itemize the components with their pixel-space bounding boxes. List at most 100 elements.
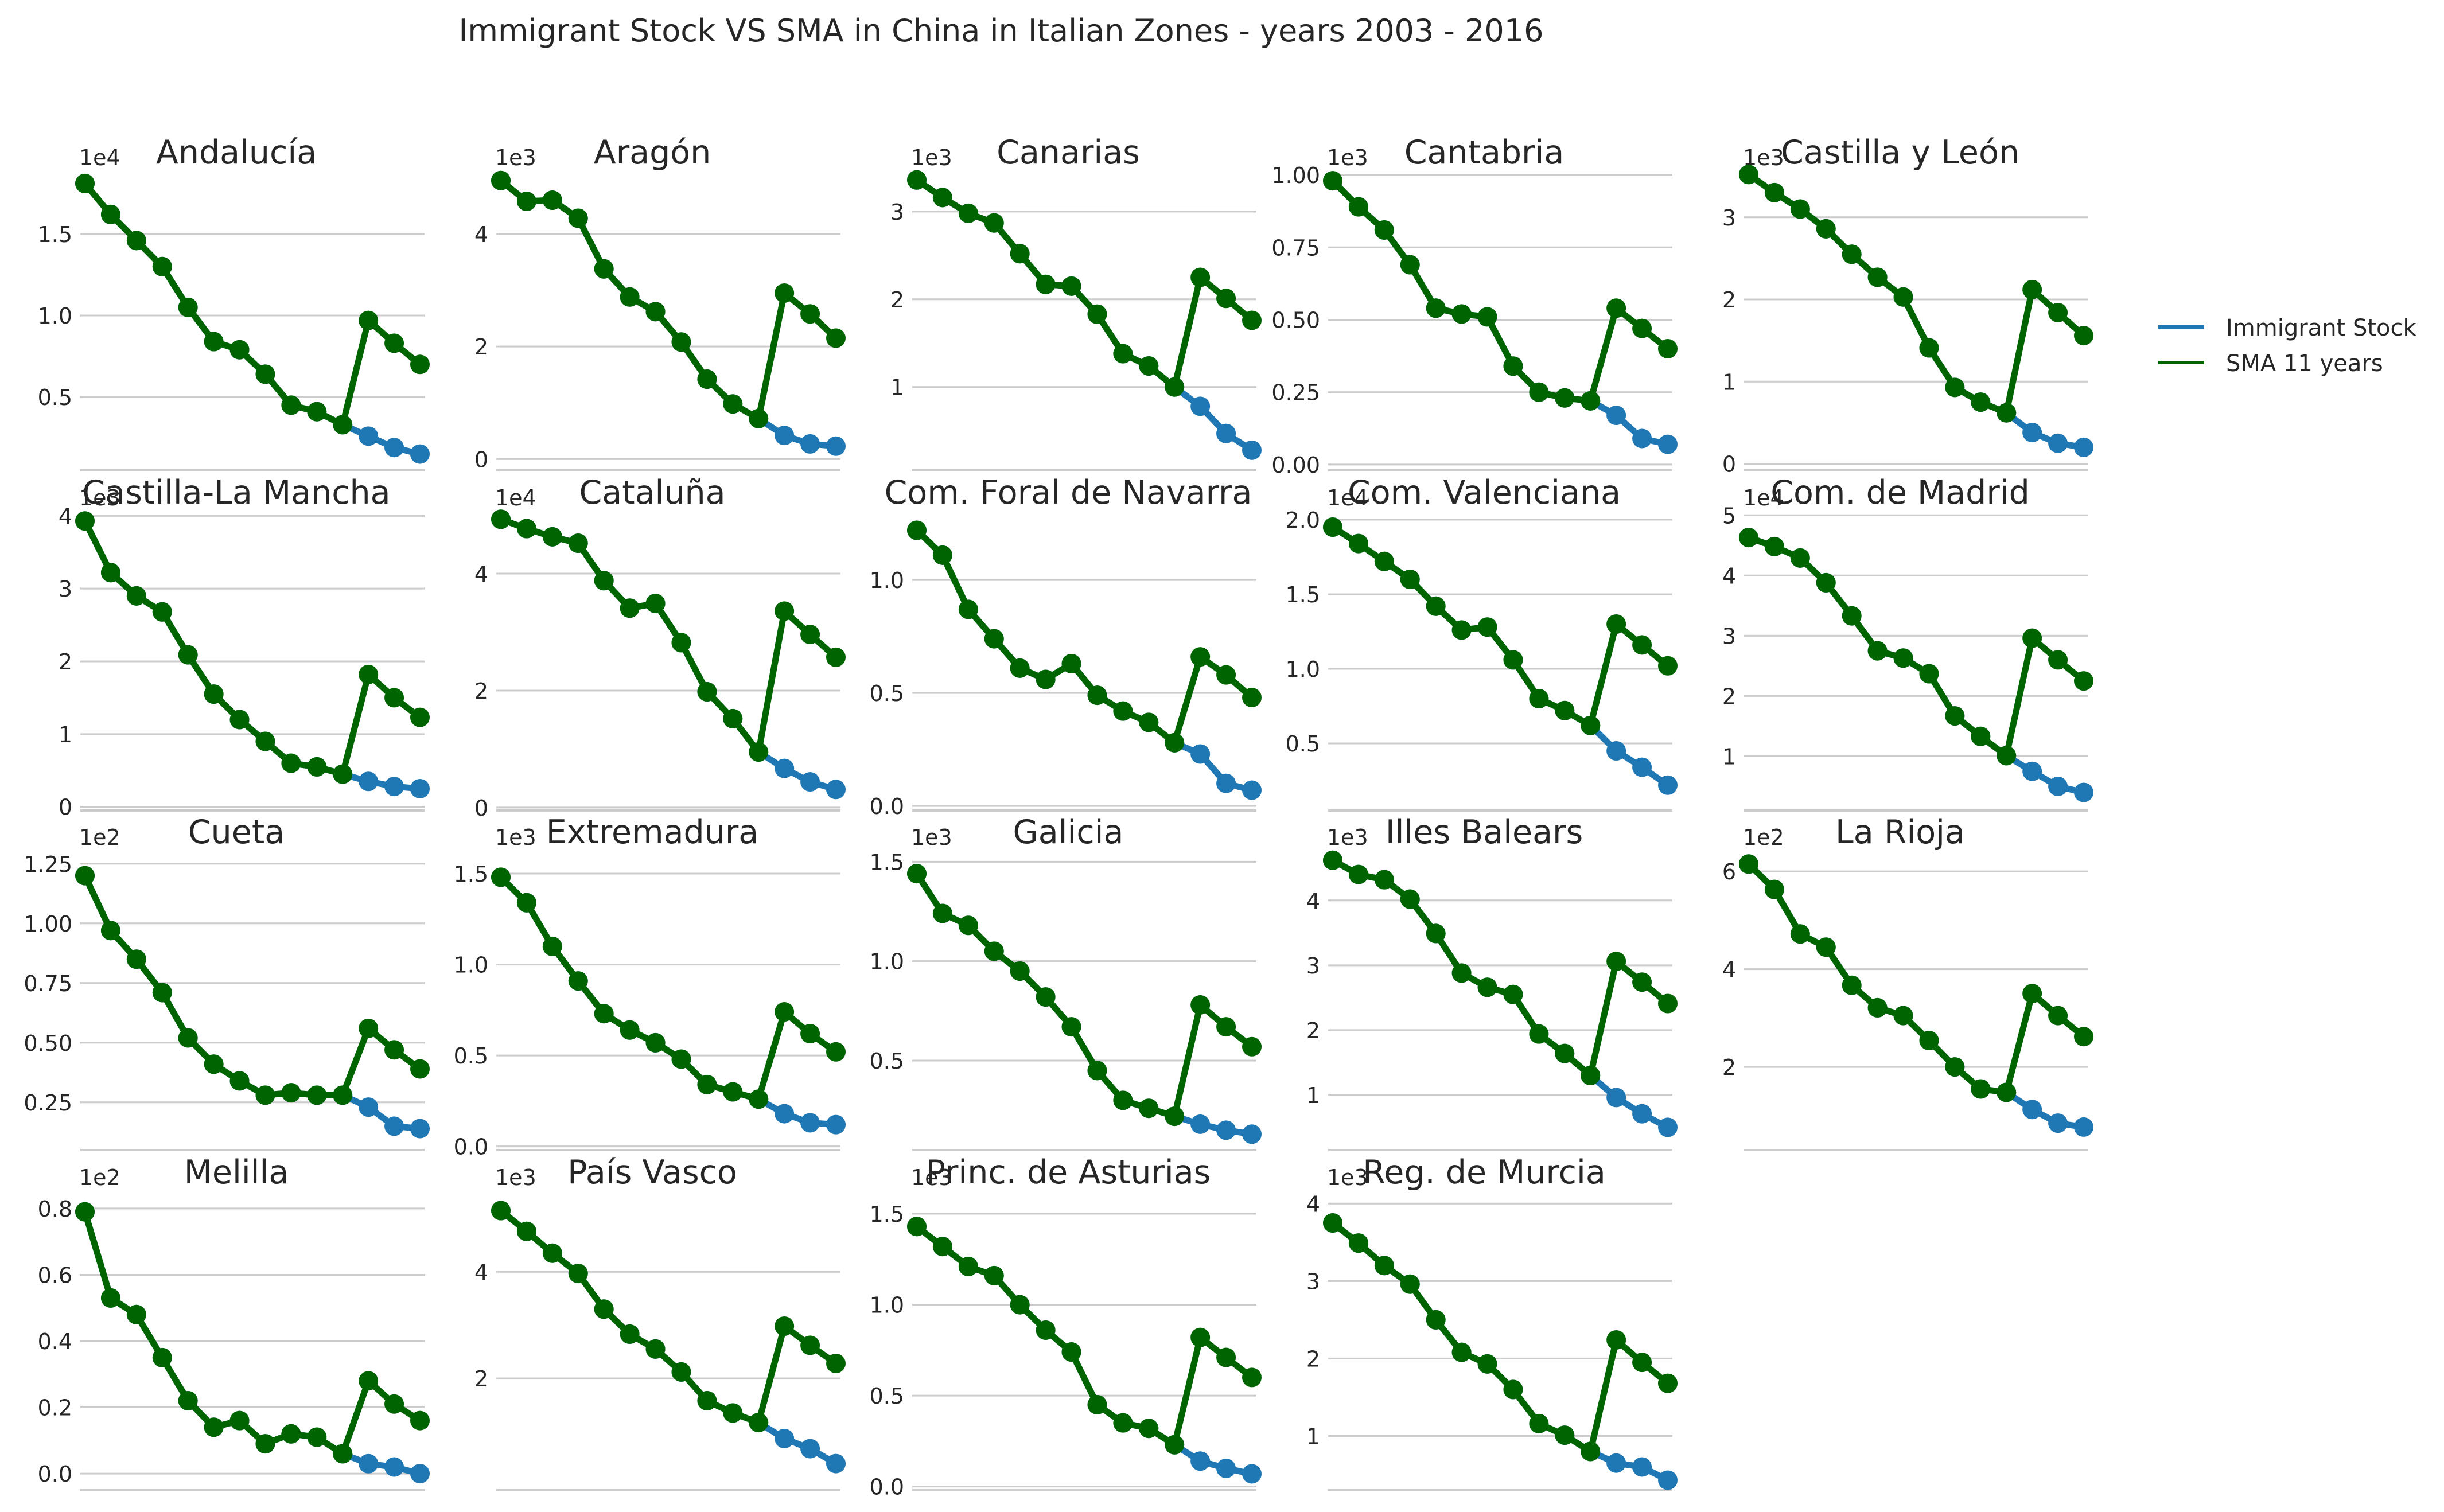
y-tick-label: 0.5 xyxy=(870,1384,904,1409)
data-point-sma-11-years xyxy=(1426,596,1446,616)
data-point-sma-11-years xyxy=(984,629,1004,649)
data-point-sma-11-years xyxy=(1867,267,1888,287)
data-point-sma-11-years xyxy=(2074,326,2093,346)
y-tick-label: 1 xyxy=(1306,1083,1320,1108)
data-point-sma-11-years xyxy=(1190,995,1211,1015)
subplot-arag-n: 0 2 4 1e3 Aragón xyxy=(474,134,846,472)
data-point-sma-11-years xyxy=(491,1201,511,1221)
data-point-immigrant-stock xyxy=(1606,1453,1626,1473)
subplot-title: Melilla xyxy=(184,1154,289,1191)
y-tick-label: 1.25 xyxy=(24,852,72,877)
data-point-sma-11-years xyxy=(1139,1098,1159,1119)
axis-multiplier: 1e3 xyxy=(495,1165,536,1190)
data-point-sma-11-years xyxy=(568,533,588,554)
subplot-canarias: 1 2 3 1e3 Canarias xyxy=(890,134,1262,471)
data-point-sma-11-years xyxy=(1036,669,1056,689)
data-point-sma-11-years xyxy=(1087,1394,1107,1414)
data-point-sma-11-years xyxy=(307,402,327,422)
data-point-immigrant-stock xyxy=(1242,440,1262,460)
data-point-sma-11-years xyxy=(281,1424,301,1444)
data-point-sma-11-years xyxy=(152,983,172,1003)
data-point-sma-11-years xyxy=(384,1040,404,1060)
data-point-sma-11-years xyxy=(1658,993,1678,1014)
data-point-sma-11-years xyxy=(359,664,379,684)
data-point-sma-11-years xyxy=(594,571,614,591)
axis-multiplier: 1e3 xyxy=(911,145,952,170)
data-point-sma-11-years xyxy=(1036,274,1056,294)
data-point-immigrant-stock xyxy=(2074,437,2093,457)
data-point-sma-11-years xyxy=(749,1089,769,1109)
data-point-sma-11-years xyxy=(1400,255,1420,275)
data-point-sma-11-years xyxy=(645,1339,666,1359)
data-point-sma-11-years xyxy=(775,601,795,621)
data-point-immigrant-stock xyxy=(2048,776,2068,796)
data-point-sma-11-years xyxy=(1790,199,1810,219)
y-tick-label: 2.0 xyxy=(1286,508,1320,533)
y-tick-label: 3 xyxy=(1722,205,1736,231)
data-point-sma-11-years xyxy=(932,1237,952,1257)
subplot-com-foral-de-navarra: 0.0 0.5 1.0 Com. Foral de Navarra xyxy=(870,474,1262,819)
data-point-sma-11-years xyxy=(671,1049,691,1069)
y-tick-label: 0.0 xyxy=(870,1475,904,1500)
data-point-sma-11-years xyxy=(255,1434,275,1454)
data-point-sma-11-years xyxy=(1400,1274,1420,1294)
y-tick-label: 0 xyxy=(59,795,72,820)
series-line-sma-11-years xyxy=(500,516,838,755)
data-point-sma-11-years xyxy=(1997,403,2017,423)
data-point-sma-11-years xyxy=(800,1335,820,1355)
data-point-sma-11-years xyxy=(775,283,795,303)
data-point-sma-11-years xyxy=(1606,1330,1626,1350)
y-tick-label: 1.0 xyxy=(870,949,904,975)
subplot-extremadura: 0.0 0.5 1.0 1.5 1e3 Extremadura xyxy=(454,813,846,1160)
data-point-sma-11-years xyxy=(1632,972,1652,992)
axis-multiplier: 1e3 xyxy=(911,1165,952,1190)
y-tick-label: 1 xyxy=(1722,369,1736,395)
data-point-immigrant-stock xyxy=(800,772,820,792)
data-point-sma-11-years xyxy=(75,1202,95,1222)
data-point-sma-11-years xyxy=(542,190,562,211)
y-tick-label: 0.50 xyxy=(24,1031,72,1056)
data-point-sma-11-years xyxy=(516,192,536,212)
data-point-immigrant-stock xyxy=(1216,1458,1236,1478)
data-point-sma-11-years xyxy=(594,1004,614,1024)
data-point-sma-11-years xyxy=(1010,961,1030,981)
data-point-sma-11-years xyxy=(384,1394,404,1414)
data-point-immigrant-stock xyxy=(1632,1457,1652,1477)
data-point-sma-11-years xyxy=(359,1371,379,1391)
data-point-immigrant-stock xyxy=(1632,1104,1652,1124)
data-point-sma-11-years xyxy=(1997,746,2017,766)
data-point-sma-11-years xyxy=(2048,1006,2068,1026)
data-point-sma-11-years xyxy=(229,340,250,360)
data-point-sma-11-years xyxy=(1323,517,1342,537)
data-point-sma-11-years xyxy=(1658,1373,1678,1393)
subplot-la-rioja: 2 4 6 1e2 La Rioja xyxy=(1722,813,2093,1151)
y-tick-label: 0.5 xyxy=(454,1043,488,1069)
y-tick-label: 0.2 xyxy=(38,1396,72,1421)
y-tick-label: 1.5 xyxy=(870,849,904,875)
data-point-sma-11-years xyxy=(542,936,562,956)
data-point-sma-11-years xyxy=(178,1391,198,1410)
data-point-sma-11-years xyxy=(594,259,614,279)
data-point-sma-11-years xyxy=(2022,279,2042,299)
data-point-immigrant-stock xyxy=(775,758,795,778)
data-point-sma-11-years xyxy=(178,645,198,665)
y-tick-label: 0.5 xyxy=(870,681,904,706)
data-point-sma-11-years xyxy=(1529,1413,1549,1433)
axis-multiplier: 1e4 xyxy=(1327,485,1368,511)
data-point-sma-11-years xyxy=(1010,658,1030,678)
data-point-sma-11-years xyxy=(100,563,120,583)
data-point-immigrant-stock xyxy=(1190,1451,1211,1471)
y-tick-label: 1.0 xyxy=(870,568,904,593)
data-point-sma-11-years xyxy=(620,598,640,618)
data-point-sma-11-years xyxy=(2074,1027,2093,1047)
subplot-title: Extremadura xyxy=(546,813,758,851)
data-point-sma-11-years xyxy=(2048,302,2068,322)
data-point-sma-11-years xyxy=(1426,923,1446,944)
data-point-sma-11-years xyxy=(1503,650,1523,670)
data-point-sma-11-years xyxy=(1165,732,1185,753)
data-point-sma-11-years xyxy=(152,256,172,276)
data-point-sma-11-years xyxy=(1764,879,1784,899)
data-point-sma-11-years xyxy=(204,332,224,352)
